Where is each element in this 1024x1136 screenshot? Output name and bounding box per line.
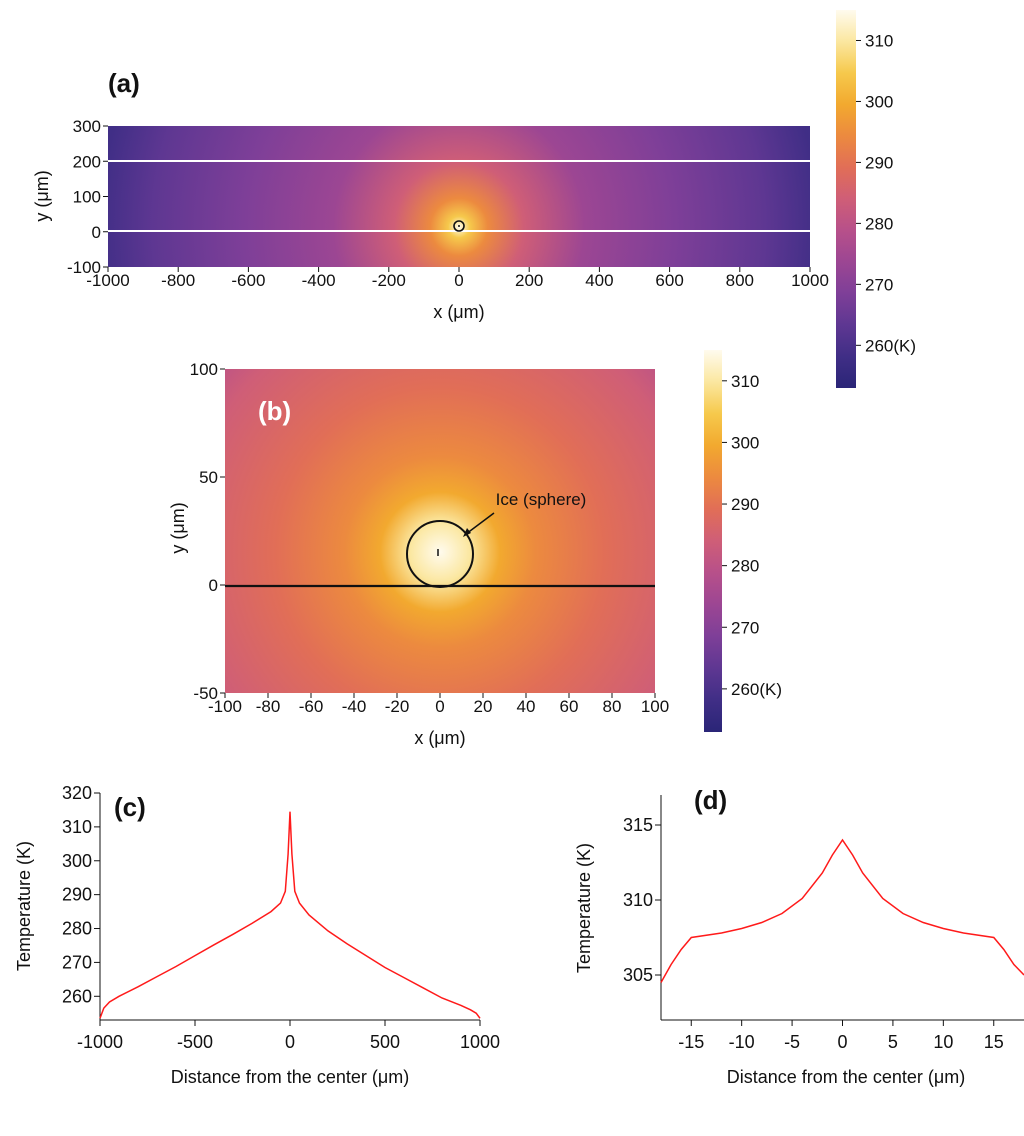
panel-c-y-axis-label: Temperature (K): [14, 841, 34, 971]
panel-c-x-tick-label: -1000: [77, 1032, 123, 1052]
panel-a-colorbar: [836, 10, 856, 388]
panel-b-colorbar-tick-label: 300: [731, 433, 759, 452]
panel-b-y-tick-label: 100: [190, 360, 218, 379]
panel-b-colorbar-tick-label: 310: [731, 372, 759, 391]
panel-c-x-tick-label: -500: [177, 1032, 213, 1052]
panel-c-y-tick-label: 320: [62, 783, 92, 803]
panel-b-x-tick-label: -40: [342, 697, 367, 716]
panel-b-y-tick-label: 0: [209, 576, 218, 595]
panel-a-x-tick-label: -200: [372, 271, 406, 290]
panel-d-x-tick-label: 0: [837, 1032, 847, 1052]
panel-b-x-tick-label: 60: [560, 697, 579, 716]
panel-b-annotation-arrow-head: [463, 528, 471, 537]
panel-a-colorbar-tick-label: 270: [865, 275, 893, 294]
panel-a-x-tick-label: 200: [515, 271, 543, 290]
panel-b-label: (b): [258, 396, 291, 426]
panel-b-y-tick-label: 50: [199, 468, 218, 487]
panel-c-x-axis-label: Distance from the center (μm): [171, 1067, 409, 1087]
panel-a-label: (a): [108, 68, 140, 98]
panel-a-y-tick-label: 100: [73, 188, 101, 207]
panel-a-x-tick-label: 600: [655, 271, 683, 290]
panel-d-label: (d): [694, 785, 727, 815]
panel-a-sphere-center: [458, 225, 460, 227]
panel-c-y-tick-label: 290: [62, 885, 92, 905]
panel-d-temperature-line: [660, 838, 1024, 983]
panel-b-y-tick-label: -50: [193, 684, 218, 703]
panel-a-x-tick-label: 1000: [791, 271, 829, 290]
panel-a-x-axis-label: x (μm): [433, 302, 484, 322]
panel-d-x-tick-label: -5: [784, 1032, 800, 1052]
panel-b-y-axis-label: y (μm): [168, 502, 188, 553]
panel-c-y-tick-label: 300: [62, 851, 92, 871]
panel-a-colorbar-tick-label: 310: [865, 31, 893, 50]
panel-d: (d) -15 -10 -5 0 5 10 15 305 310 315 Distance fr…: [574, 785, 1024, 1087]
panel-d-y-axis-label: Temperature (K): [574, 843, 594, 973]
panel-a-ice-sphere: [453, 220, 465, 232]
panel-c-temperature-line: [99, 811, 481, 1019]
panel-a-colorbar-tick-label: 300: [865, 92, 893, 111]
panel-c-y-tick-label: 280: [62, 919, 92, 939]
panel-d-y-tick-label: 305: [623, 965, 653, 985]
panel-a-y-tick-label: 0: [92, 223, 101, 242]
panel-b-x-tick-label: -20: [385, 697, 410, 716]
panel-b-colorbar-tick-label: 270: [731, 618, 759, 637]
panel-a-colorbar-tick-label: 280: [865, 214, 893, 233]
panel-d-x-tick-label: 15: [984, 1032, 1004, 1052]
panel-b-sphere-annotation: Ice (sphere): [496, 490, 587, 509]
panel-b-x-tick-label: 40: [517, 697, 536, 716]
panel-c-x-tick-label: 1000: [460, 1032, 500, 1052]
panel-b-colorbar-tick-label: 280: [731, 557, 759, 576]
panel-b-colorbar-tick-label: 290: [731, 495, 759, 514]
panel-d-x-tick-label: 10: [933, 1032, 953, 1052]
panel-b-colorbar-tick-label: 260(K): [731, 680, 782, 699]
panel-a-x-tick-label: 0: [454, 271, 463, 290]
panel-a-y-tick-label: 300: [73, 117, 101, 136]
panel-a-x-tick-label: -800: [161, 271, 195, 290]
panel-b-x-axis-label: x (μm): [414, 728, 465, 748]
panel-d-x-tick-label: 5: [888, 1032, 898, 1052]
panel-b-x-tick-label: -60: [299, 697, 324, 716]
panel-c-x-tick-label: 0: [285, 1032, 295, 1052]
panel-c-label: (c): [114, 792, 146, 822]
panel-a-x-tick-label: 800: [726, 271, 754, 290]
panel-a-colorbar-tick-label: 260(K): [865, 336, 916, 355]
panel-a-x-tick-label: -400: [302, 271, 336, 290]
panel-b-x-tick-label: -100: [208, 697, 242, 716]
panel-a: (a) -1000 -800 -600 -400 -200 0 200 400 600 800 10…: [32, 10, 916, 388]
panel-a-y-axis-label: y (μm): [32, 170, 52, 221]
panel-b-heatmap: [225, 369, 655, 693]
panel-c-x-tick-label: 500: [370, 1032, 400, 1052]
panel-b-x-tick-label: -80: [256, 697, 281, 716]
panel-d-x-axis-label: Distance from the center (μm): [727, 1067, 965, 1087]
panel-b-x-tick-label: 100: [641, 697, 669, 716]
panel-b-x-tick-label: 80: [603, 697, 622, 716]
panel-a-x-tick-label: -600: [231, 271, 265, 290]
panel-a-x-tick-label: 400: [585, 271, 613, 290]
panel-a-y-tick-label: -100: [67, 258, 101, 277]
panel-a-y-tick-label: 200: [73, 152, 101, 171]
panel-b-annotation-arrow-line: [465, 512, 495, 535]
panel-b-colorbar: [704, 350, 722, 732]
panel-a-x-tick-label: -1000: [86, 271, 129, 290]
panel-a-colorbar-tick-label: 290: [865, 153, 893, 172]
panel-d-y-tick-label: 315: [623, 815, 653, 835]
panel-a-heatmap: [108, 126, 810, 267]
panel-c-y-tick-label: 310: [62, 817, 92, 837]
panel-d-x-tick-label: -15: [678, 1032, 704, 1052]
panel-b-ice-sphere: [406, 520, 474, 588]
panel-d-x-tick-label: -10: [729, 1032, 755, 1052]
panel-c-y-tick-label: 270: [62, 952, 92, 972]
panel-c-y-tick-label: 260: [62, 986, 92, 1006]
panel-b-x-tick-label: 0: [435, 697, 444, 716]
panel-d-y-tick-label: 310: [623, 890, 653, 910]
panel-c: (c) -1000 -500 0 500 1000 260 270 280 290 300 310…: [14, 783, 500, 1087]
panel-b-x-tick-label: 20: [474, 697, 493, 716]
panel-b: (b) Ice (sphere) -100 -80 -60 -40 -20 0 20 40 60…: [168, 350, 782, 748]
